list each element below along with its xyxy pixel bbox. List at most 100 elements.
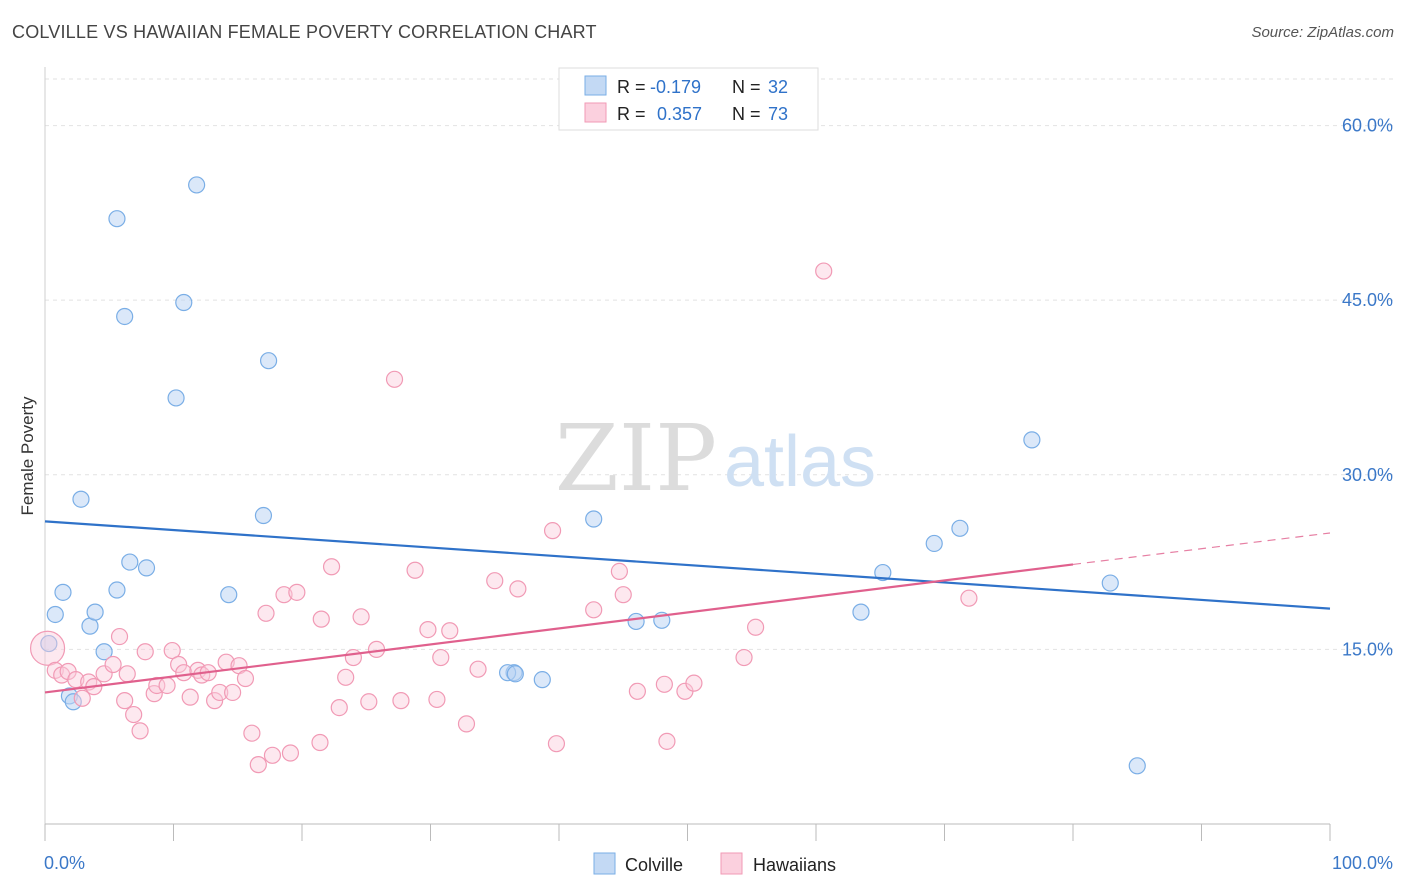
point-colville (46, 605, 64, 624)
point-hawaiians (158, 676, 176, 695)
point-colville (1128, 757, 1146, 775)
x-tick-label: 0.0% (44, 853, 85, 873)
point-colville (259, 352, 278, 370)
point-hawaiians (29, 630, 66, 666)
x-tick-label: 100.0% (1332, 853, 1393, 873)
legend-n-value-colville: 32 (768, 77, 788, 97)
trend-lines (44, 520, 1331, 694)
point-hawaiians (131, 722, 149, 740)
axes (44, 67, 1331, 841)
legend-n-label-colville: N = (732, 77, 761, 97)
point-hawaiians (628, 682, 646, 700)
point-colville (167, 389, 185, 407)
point-hawaiians (249, 756, 267, 774)
point-hawaiians (469, 660, 487, 678)
legend-r-value-colville: -0.179 (650, 77, 701, 97)
legend-n-value-hawaiians: 73 (768, 104, 788, 124)
point-hawaiians (206, 692, 224, 710)
point-hawaiians (311, 733, 329, 752)
point-hawaiians (419, 621, 437, 639)
point-colville (627, 612, 645, 631)
legend-bottom-swatch-colville (593, 852, 616, 875)
point-hawaiians (337, 668, 355, 686)
point-hawaiians (360, 693, 378, 711)
y-axis-label: Female Poverty (18, 396, 37, 516)
y-tick-label: 60.0% (1342, 116, 1393, 136)
point-colville (925, 534, 943, 553)
point-hawaiians (236, 669, 255, 688)
y-tick-label: 45.0% (1342, 290, 1393, 310)
point-hawaiians (441, 622, 459, 640)
point-hawaiians (610, 562, 628, 580)
point-hawaiians (352, 608, 370, 626)
point-hawaiians (392, 692, 410, 710)
point-colville (533, 671, 551, 689)
point-hawaiians (547, 735, 566, 753)
tick-labels: 15.0% 30.0% 45.0% 60.0% 0.0% 100.0% (44, 116, 1393, 873)
point-hawaiians (211, 683, 229, 702)
point-colville (1023, 431, 1041, 449)
point-colville (108, 581, 126, 599)
legend-bottom-swatch-hawaiians (720, 852, 743, 875)
point-hawaiians (747, 618, 765, 636)
point-colville (254, 506, 273, 525)
point-colville (874, 563, 892, 582)
point-hawaiians (509, 580, 527, 598)
point-colville (116, 307, 134, 326)
point-hawaiians (614, 586, 632, 604)
gridlines (45, 78, 1395, 650)
trend-line-hawaiians (44, 563, 1074, 694)
point-hawaiians (543, 522, 562, 540)
point-colville (188, 176, 206, 194)
legend-top: R = -0.179 N = 32 R = 0.357 N = 73 (558, 67, 819, 131)
point-hawaiians (330, 698, 348, 717)
point-colville (137, 559, 156, 577)
point-hawaiians (322, 558, 341, 576)
point-hawaiians (136, 643, 154, 661)
point-colville (220, 586, 238, 604)
watermark-zip: ZIP (555, 405, 717, 512)
point-colville (95, 643, 113, 661)
point-hawaiians (457, 715, 476, 733)
point-colville (64, 693, 82, 711)
legend-swatch-colville (584, 75, 607, 96)
point-colville (852, 603, 870, 621)
point-hawaiians (263, 746, 282, 764)
legend-swatch-hawaiians (584, 102, 607, 123)
point-hawaiians (163, 641, 181, 660)
point-hawaiians (735, 648, 753, 667)
source-credit: Source: ZipAtlas.com (1251, 24, 1394, 41)
point-hawaiians (585, 601, 603, 619)
watermark-atlas: atlas (724, 422, 876, 502)
legend-bottom: Colville Hawaiians (593, 852, 836, 875)
point-hawaiians (175, 664, 193, 682)
point-hawaiians (344, 648, 362, 667)
point-hawaiians (281, 744, 300, 762)
point-hawaiians (385, 370, 404, 388)
trend-line-colville (44, 520, 1331, 610)
legend-bottom-label-colville: Colville (625, 855, 683, 875)
chart-title: COLVILLE VS HAWAIIAN FEMALE POVERTY CORR… (12, 22, 597, 42)
point-colville (175, 293, 193, 312)
point-hawaiians (170, 655, 188, 674)
y-tick-label: 15.0% (1342, 639, 1393, 659)
points (29, 176, 1146, 775)
point-hawaiians (288, 583, 306, 601)
point-hawaiians (181, 688, 199, 706)
point-hawaiians (224, 683, 242, 702)
point-colville (72, 490, 90, 508)
trend-extension-hawaiians (1072, 532, 1331, 566)
point-hawaiians (312, 610, 330, 628)
point-colville (585, 510, 603, 528)
legend-r-label-hawaiians: R = (617, 104, 646, 124)
point-hawaiians (257, 604, 275, 622)
point-colville (108, 210, 126, 228)
point-hawaiians (432, 648, 450, 667)
point-colville (951, 519, 969, 537)
point-colville (1101, 574, 1119, 592)
point-colville (506, 665, 524, 683)
point-hawaiians (960, 589, 978, 607)
point-hawaiians (104, 655, 122, 674)
point-hawaiians (243, 724, 261, 742)
